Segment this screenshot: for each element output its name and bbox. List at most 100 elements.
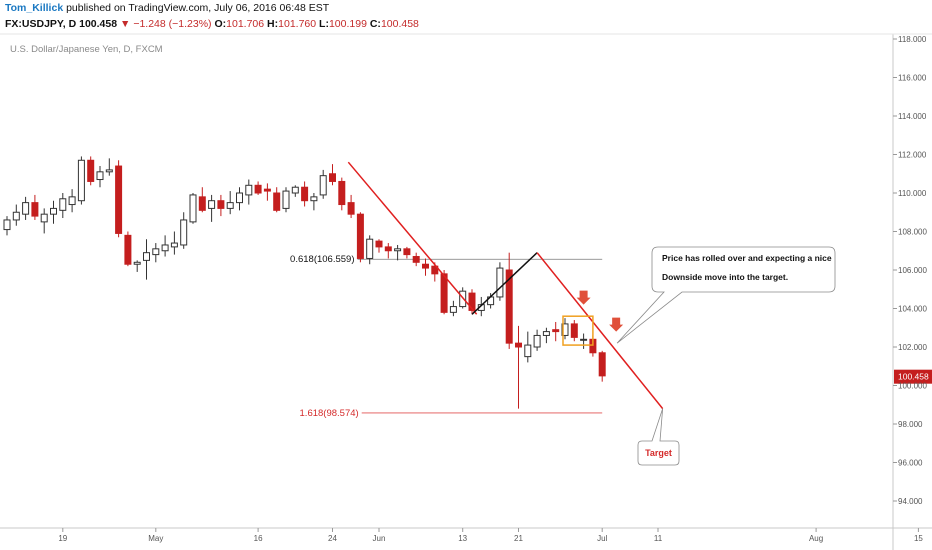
y-tick-label: 106.000 (898, 266, 927, 275)
candle-body (22, 202, 30, 215)
candle (50, 200, 57, 224)
candle (245, 179, 253, 205)
target-trendline (536, 252, 664, 410)
candle (22, 196, 30, 220)
candle-body (31, 202, 39, 217)
candle (96, 166, 104, 188)
candle (291, 185, 299, 197)
high-label: H: (267, 18, 279, 30)
change-value: −1.248 (−1.23%) (133, 18, 212, 30)
candle (384, 243, 392, 259)
candle-body (59, 198, 67, 211)
candle (319, 169, 327, 199)
candle (152, 243, 160, 263)
down-arrow-icon (576, 290, 591, 305)
candle (31, 194, 39, 220)
x-tick-label: 15 (914, 534, 923, 543)
target-label: Target (645, 448, 672, 458)
candle (329, 164, 336, 186)
fib-0618-label: 0.618(106.559) (290, 254, 354, 265)
last-price: 100.458 (79, 18, 118, 30)
x-tick-label: Jul (597, 534, 607, 543)
y-tick-label: 112.000 (898, 151, 927, 160)
candle-body (347, 202, 355, 215)
candle-body (198, 196, 206, 211)
candle-body (208, 200, 216, 209)
candle (310, 193, 318, 211)
note-text-line: Price has rolled over and expecting a ni… (662, 253, 832, 263)
candle (394, 244, 402, 261)
candle (68, 189, 76, 213)
candle-body (375, 240, 383, 248)
candle (115, 160, 123, 238)
candle (515, 325, 522, 409)
candle-body (384, 246, 392, 252)
candle-body (468, 292, 476, 311)
y-tick-label: 98.000 (898, 420, 923, 429)
candle-body (412, 256, 420, 263)
candle-body (524, 344, 532, 358)
high-value: 101.760 (278, 18, 317, 30)
candle-body (422, 263, 429, 269)
candle (496, 262, 504, 301)
candle-body (152, 248, 160, 256)
candle-body (133, 261, 141, 265)
candle-body (542, 331, 550, 336)
candle-body (3, 219, 11, 231)
candle-body (403, 248, 411, 256)
x-tick-label: 19 (58, 534, 67, 543)
last-price-label: 100.458 (898, 372, 929, 382)
candle-body (505, 269, 513, 344)
candle-body (236, 192, 243, 204)
candle (226, 191, 234, 215)
candle-body (338, 180, 346, 206)
x-tick-label: May (148, 534, 163, 543)
candle (570, 320, 578, 342)
candle (338, 177, 346, 211)
candle (468, 289, 476, 315)
candle (598, 350, 606, 382)
candle (273, 187, 281, 213)
y-tick-label: 114.000 (898, 112, 927, 121)
low-label: L: (319, 18, 329, 30)
candle-body (319, 175, 327, 196)
candle (133, 260, 141, 272)
candle (282, 187, 290, 213)
candle (217, 194, 225, 217)
candle (552, 321, 560, 342)
candle-body (68, 196, 76, 206)
open-value: 101.706 (226, 18, 265, 30)
author-link[interactable]: Tom_Killick (5, 2, 64, 14)
candle-body (440, 273, 448, 313)
ohlc-line: FX:USDJPY, D 100.458 ▼ −1.248 (−1.23%) O… (5, 18, 419, 30)
candle (180, 212, 188, 249)
candle-body (366, 238, 374, 259)
last-price-badge (894, 369, 932, 384)
annotations-back: 0.618(106.559) 1.618(98.574) (290, 254, 603, 419)
down-arrow-icon (609, 317, 624, 332)
candle-body (310, 196, 318, 202)
candle-body (77, 159, 85, 202)
candle (440, 270, 448, 315)
close-label: C: (369, 18, 381, 30)
note-callout (616, 246, 836, 344)
symbol-label[interactable]: FX:USDJPY, D (5, 18, 77, 30)
candle (542, 327, 550, 344)
candle (375, 239, 383, 253)
candle-body (170, 242, 178, 248)
candle-body (282, 190, 290, 209)
y-axis[interactable]: 94.000 96.000 98.000 100.000 102.000 104.000 1… (893, 35, 927, 506)
x-tick-label: 11 (654, 534, 663, 543)
candle (3, 216, 11, 236)
y-tick-label: 110.000 (898, 189, 927, 198)
candle (505, 252, 513, 349)
candle-body (598, 352, 606, 377)
candle (198, 187, 206, 213)
x-axis[interactable]: 19 May 16 24 Jun 13 21 Jul 11 Aug 15 (58, 528, 923, 543)
candle (143, 239, 150, 280)
candle-body (40, 213, 48, 223)
candle-body (291, 186, 299, 194)
candle (449, 300, 457, 317)
candle-body (273, 192, 281, 211)
